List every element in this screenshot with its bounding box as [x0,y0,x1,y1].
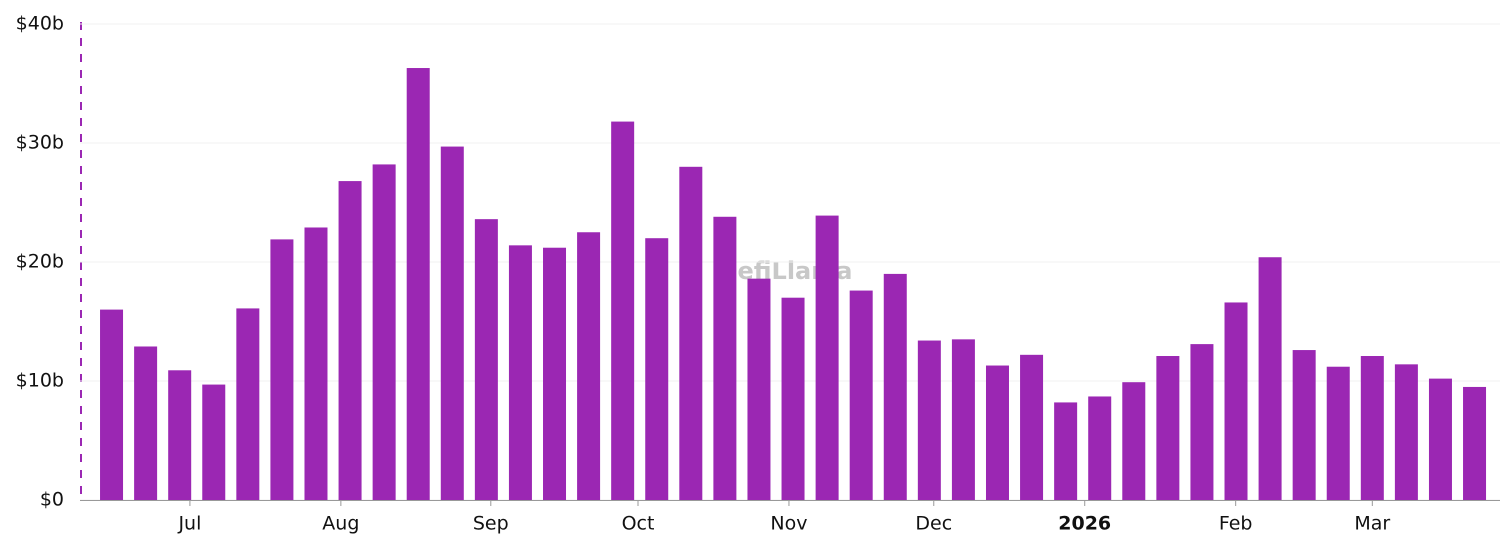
bar [645,238,669,500]
bar [883,273,907,500]
y-tick-label: $20b [16,251,64,273]
bar [202,384,226,500]
bar [1394,364,1418,500]
bar [1428,378,1452,500]
bar [338,181,362,500]
bar [1463,386,1487,500]
bar [1156,356,1180,500]
bar [474,219,498,500]
x-tick-label: Feb [1219,513,1253,535]
bar [713,216,737,500]
x-tick-label: Aug [322,513,359,535]
x-tick-label: Mar [1354,513,1390,535]
bar [951,339,975,500]
bar [372,164,396,501]
bar [134,346,158,500]
bar [815,215,839,500]
x-tick-label: 2026 [1058,513,1111,535]
x-tick-label: Jul [177,513,201,535]
y-tick-label: $40b [16,13,64,35]
y-tick-label: $0 [40,489,64,511]
bar [577,232,601,500]
bar [611,121,635,500]
bar [1224,302,1248,500]
bar [1122,382,1146,500]
bar [1360,356,1384,500]
x-tick-label: Oct [622,513,655,535]
bar [1020,354,1044,500]
x-tick-label: Nov [770,513,807,535]
y-tick-label: $30b [16,132,64,154]
bar [1292,350,1316,500]
y-tick-label: $10b [16,370,64,392]
bar [679,166,703,501]
bar [1054,402,1078,500]
bar [440,146,464,500]
bar [1088,396,1112,500]
bar [917,340,941,500]
bar [543,247,567,500]
x-tick-label: Dec [915,513,952,535]
bar [100,309,124,500]
bar [747,278,771,500]
bar [236,308,260,500]
x-tick-label: Sep [473,513,509,535]
bar [781,297,805,500]
bar [406,68,430,500]
bar [1326,366,1350,500]
bar [985,365,1009,500]
bar [304,227,328,501]
bar [849,290,873,500]
bar [168,370,192,500]
bar [1258,257,1282,500]
bar [270,239,294,500]
bar [508,245,532,500]
bar [1190,344,1214,500]
